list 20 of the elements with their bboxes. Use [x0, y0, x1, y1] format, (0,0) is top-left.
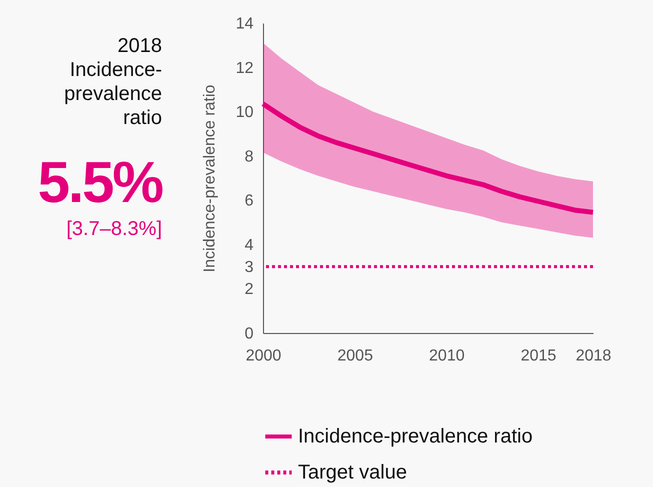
- y-tick-label: 4: [244, 236, 254, 254]
- legend-label: Target value: [298, 462, 407, 484]
- text: 2018 Incidence-prevalence ratio: [63, 34, 162, 130]
- x-tick-label: 2010: [429, 348, 465, 364]
- y-axis-title: Incidence-prevalence ratio: [202, 84, 219, 272]
- y-tick-label: 3: [244, 259, 254, 276]
- x-tick-label: 2005: [337, 348, 374, 364]
- text: [3.7–8.3%]: [65, 218, 162, 241]
- y-tick-label: 8: [244, 148, 254, 166]
- legend-label: Incidence-prevalence ratio: [298, 426, 533, 448]
- y-tick-label: 6: [244, 192, 254, 210]
- x-tick-label: 2018: [576, 348, 612, 364]
- x-tick-label: 2015: [520, 348, 556, 364]
- y-tick-label: 12: [236, 60, 254, 77]
- y-tick-label: 14: [236, 16, 254, 32]
- x-tick-label: 2000: [246, 348, 282, 364]
- y-tick-label: 10: [236, 104, 254, 122]
- y-tick-label: 0: [244, 326, 254, 342]
- text: 5.5%: [36, 150, 162, 215]
- y-tick-label: 2: [244, 281, 254, 298]
